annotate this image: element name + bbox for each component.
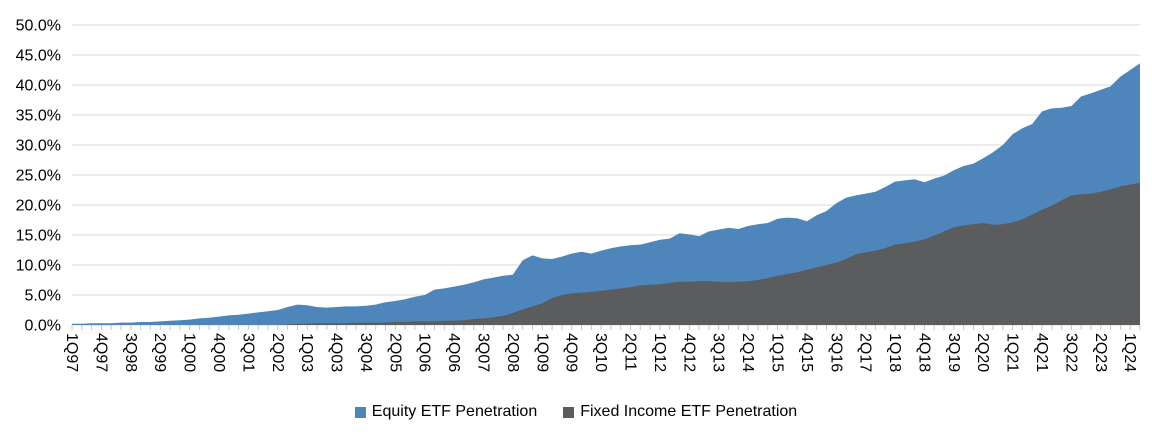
x-axis-tick-label: 2Q17	[857, 333, 874, 372]
y-axis-tick-label: 25.0%	[16, 168, 61, 185]
x-axis-tick-label: 1Q09	[533, 333, 550, 372]
x-axis-tick-label: 4Q06	[445, 333, 462, 372]
x-axis-tick-label: 2Q02	[269, 333, 286, 372]
x-axis-tick-label: 2Q23	[1092, 333, 1109, 372]
x-axis-tick-label: 4Q00	[210, 333, 227, 372]
x-axis-tick-label: 3Q07	[475, 333, 492, 372]
x-axis-tick-label: 1Q15	[769, 333, 786, 372]
x-axis-tick-label: 2Q08	[504, 333, 521, 372]
y-axis-tick-label: 0.0%	[25, 318, 61, 335]
x-axis-tick-label: 1Q00	[181, 333, 198, 372]
x-axis-tick-label: 1Q03	[298, 333, 315, 372]
chart-legend: Equity ETF Penetration Fixed Income ETF …	[0, 402, 1152, 422]
fixed-income-legend-label: Fixed Income ETF Penetration	[580, 403, 798, 420]
x-axis-tick-label: 1Q24	[1121, 333, 1138, 372]
x-axis-tick-label: 1Q12	[651, 333, 668, 372]
y-axis-tick-label: 35.0%	[16, 108, 61, 125]
y-axis-tick-label: 15.0%	[16, 228, 61, 245]
x-axis-tick-label: 2Q11	[622, 333, 639, 371]
x-axis-tick-label: 2Q05	[386, 333, 403, 372]
y-axis-tick-label: 30.0%	[16, 138, 61, 155]
fixed-income-legend-swatch-icon	[563, 406, 575, 418]
x-axis-tick-label: 4Q15	[798, 333, 815, 372]
y-axis-tick-label: 40.0%	[16, 78, 61, 95]
x-axis-tick-label: 2Q20	[974, 333, 991, 372]
y-axis-tick-label: 50.0%	[16, 18, 61, 35]
equity-legend-label: Equity ETF Penetration	[371, 403, 538, 420]
x-axis-tick-label: 1Q06	[416, 333, 433, 372]
x-axis-tick-label: 4Q18	[915, 333, 932, 372]
x-axis-tick-label: 3Q98	[122, 333, 139, 372]
x-axis-tick-label: 3Q04	[357, 333, 374, 372]
x-axis-tick-label: 3Q19	[945, 333, 962, 372]
area-series-fixed-income	[72, 182, 1140, 325]
x-axis-tick-label: 4Q12	[680, 333, 697, 372]
x-axis-tick-label: 4Q09	[563, 333, 580, 372]
x-axis-tick-label: 1Q18	[886, 333, 903, 372]
x-axis-tick-label: 1Q97	[63, 333, 80, 372]
x-axis-tick-label: 4Q97	[92, 333, 109, 372]
equity-legend-swatch-icon	[354, 406, 366, 418]
x-axis-tick-label: 3Q01	[239, 333, 256, 372]
x-axis-tick-label: 2Q99	[151, 333, 168, 372]
x-axis-tick-label: 1Q21	[1004, 333, 1021, 372]
x-axis-tick-label: 2Q14	[739, 333, 756, 372]
x-axis-tick-label: 3Q13	[710, 333, 727, 372]
x-axis-tick-label: 4Q21	[1033, 333, 1050, 372]
x-axis-tick-label: 3Q16	[827, 333, 844, 372]
y-axis-tick-label: 20.0%	[16, 198, 61, 215]
x-axis-tick-label: 3Q10	[592, 333, 609, 372]
legend-item-fixed-income: Fixed Income ETF Penetration	[563, 402, 797, 422]
y-axis-tick-label: 10.0%	[16, 258, 61, 275]
legend-item-equity: Equity ETF Penetration	[354, 402, 538, 422]
y-axis-tick-label: 5.0%	[25, 288, 61, 305]
y-axis-tick-label: 45.0%	[16, 48, 61, 65]
x-axis-tick-label: 4Q03	[328, 333, 345, 372]
x-axis-tick-label: 3Q22	[1062, 333, 1079, 372]
